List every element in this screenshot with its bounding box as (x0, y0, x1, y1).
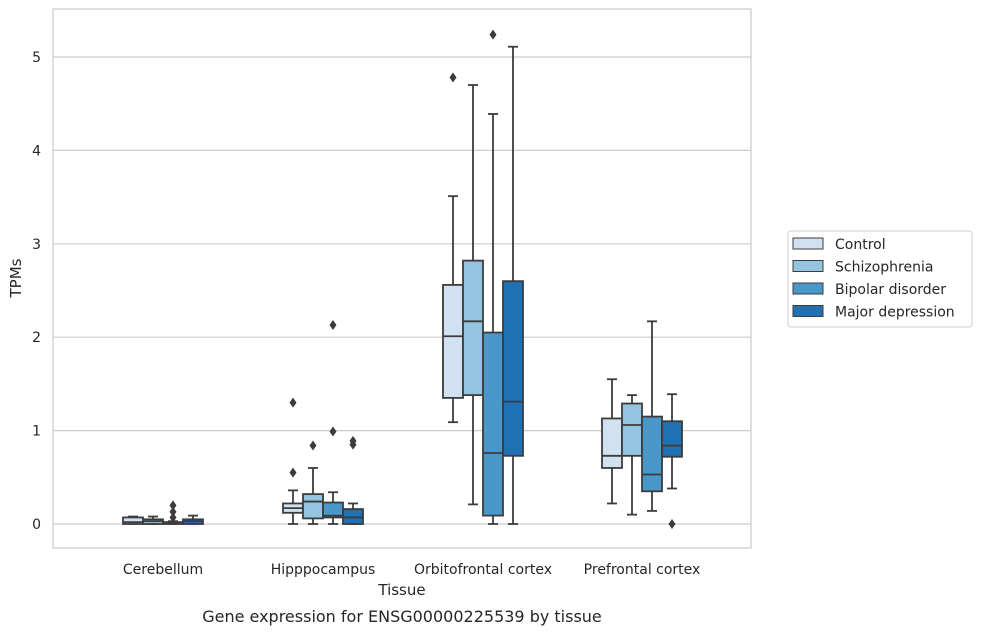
box-bipolar-disorder (642, 321, 662, 511)
x-tick-label: Hipppocampus (271, 562, 376, 578)
box-body (303, 494, 323, 518)
legend-label: Bipolar disorder (835, 282, 946, 298)
box-plot-area (123, 30, 682, 529)
box-bipolar-disorder (163, 500, 183, 524)
y-tick-label: 1 (32, 424, 41, 440)
y-tick-label: 3 (32, 237, 41, 253)
box-schizophrenia (622, 395, 642, 515)
box-body (662, 421, 682, 456)
legend-swatch (793, 238, 823, 249)
y-tick-label: 0 (32, 517, 41, 533)
box-major-depression (503, 47, 523, 524)
box-control (443, 73, 463, 423)
legend-swatch (793, 306, 823, 317)
box-schizophrenia (463, 85, 483, 504)
y-tick-label: 2 (32, 330, 41, 346)
legend-swatch (793, 261, 823, 272)
outlier-point (330, 427, 337, 437)
box-schizophrenia (143, 517, 163, 524)
box-body (443, 285, 463, 398)
box-body (483, 333, 503, 516)
y-tick-label: 4 (32, 143, 41, 159)
box-control (283, 398, 303, 524)
legend-label: Control (835, 237, 886, 253)
outlier-point (330, 320, 337, 330)
x-tick-label: Orbitofrontal cortex (414, 562, 552, 578)
x-tick-label: Cerebellum (123, 562, 203, 578)
box-major-depression (662, 394, 682, 529)
box-major-depression (343, 436, 363, 524)
box-control (602, 379, 622, 503)
box-schizophrenia (303, 441, 323, 524)
legend-label: Schizophrenia (835, 260, 933, 276)
y-axis-title: TPMs (7, 258, 25, 298)
outlier-point (490, 30, 497, 40)
box-bipolar-disorder (483, 30, 503, 524)
outlier-point (290, 398, 297, 408)
x-tick-label: Prefrontal cortex (584, 562, 701, 578)
box-plot-chart: 0 1 2 3 4 5 Cerebellum Hipppocampus Orbitofronta… (0, 0, 983, 634)
axes: 0 1 2 3 4 5 Cerebellum Hipppocampus Orbitofronta… (32, 50, 700, 578)
legend-label: Major depression (835, 305, 955, 321)
chart-caption: Gene expression for ENSG00000225539 by t… (202, 607, 602, 626)
box-control (123, 517, 143, 524)
legend: Control Schizophrenia Bipolar disorder Majo… (788, 231, 972, 327)
box-body (343, 509, 363, 524)
y-tick-label: 5 (32, 50, 41, 66)
box-major-depression (183, 516, 203, 524)
outlier-point (450, 73, 457, 83)
box-bipolar-disorder (323, 320, 343, 524)
legend-swatch (793, 283, 823, 294)
box-body (622, 404, 642, 456)
outlier-point (310, 441, 317, 451)
outlier-point (669, 519, 676, 529)
box-body (463, 261, 483, 395)
box-body (503, 281, 523, 456)
outlier-point (290, 468, 297, 478)
outlier-point (170, 500, 177, 510)
x-axis-title: Tissue (377, 581, 425, 599)
box-body (642, 417, 662, 492)
box-body (602, 418, 622, 468)
